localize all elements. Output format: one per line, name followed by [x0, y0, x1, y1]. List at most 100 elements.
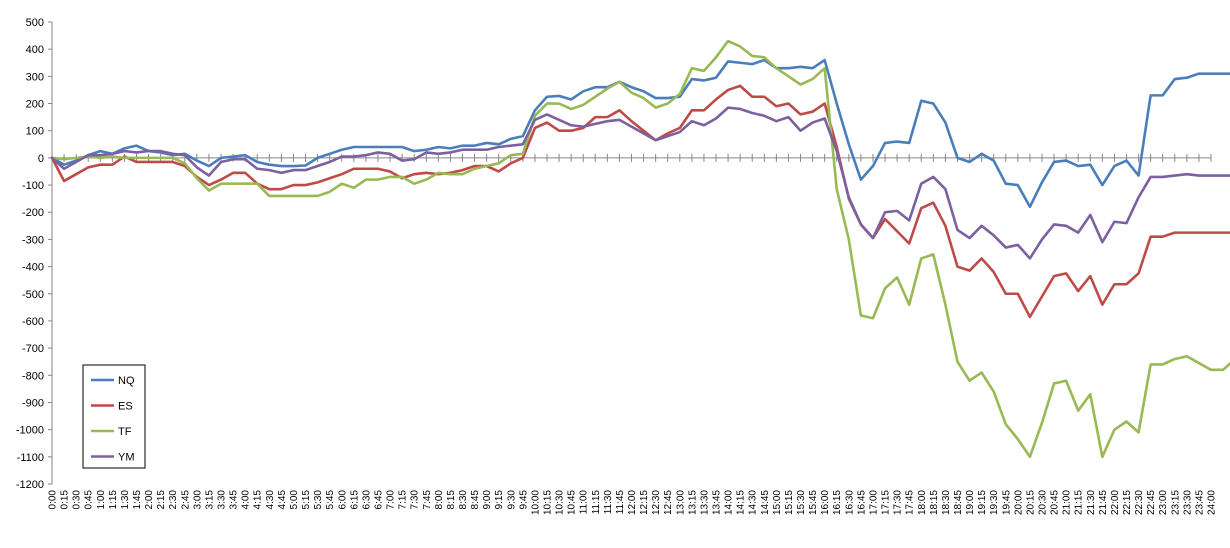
y-tick-label: -900 — [22, 397, 44, 409]
x-tick-label: 14:45 — [760, 490, 771, 515]
legend-label-es: ES — [118, 401, 133, 413]
x-tick-label: 19:45 — [1001, 490, 1012, 515]
x-tick-label: 19:30 — [989, 490, 1000, 515]
x-tick-label: 18:45 — [953, 490, 964, 515]
x-tick-label: 14:00 — [724, 490, 735, 515]
x-tick-label: 3:30 — [217, 490, 228, 510]
y-tick-label: 200 — [26, 99, 44, 111]
x-tick-label: 3:45 — [229, 490, 240, 510]
x-tick-label: 19:00 — [965, 490, 976, 515]
y-tick-label: 100 — [26, 126, 44, 138]
x-tick-label: 13:30 — [699, 490, 710, 515]
x-tick-label: 12:30 — [651, 490, 662, 515]
x-tick-label: 21:45 — [1098, 490, 1109, 515]
x-tick-label: 1:15 — [108, 490, 119, 510]
x-tick-label: 4:00 — [241, 490, 252, 510]
x-tick-label: 22:00 — [1110, 490, 1121, 515]
x-tick-label: 11:00 — [579, 490, 590, 515]
x-tick-label: 16:30 — [844, 490, 855, 515]
x-tick-label: 8:00 — [434, 490, 445, 510]
series-line-ym — [50, 106, 1230, 260]
x-tick-label: 2:30 — [168, 490, 179, 510]
x-tick-label: 2:45 — [180, 490, 191, 510]
x-tick-label: 7:45 — [422, 490, 433, 510]
x-tick-label: 17:30 — [893, 490, 904, 515]
x-tick-label: 0:45 — [84, 490, 95, 510]
x-tick-label: 8:15 — [446, 490, 457, 510]
x-tick-label: 12:00 — [627, 490, 638, 515]
x-tick-label: 22:45 — [1146, 490, 1157, 515]
x-tick-label: 10:30 — [555, 490, 566, 515]
x-tick-label: 8:30 — [458, 490, 469, 510]
x-tick-label: 6:15 — [349, 490, 360, 510]
x-tick-label: 21:15 — [1074, 490, 1085, 515]
x-tick-label: 9:30 — [506, 490, 517, 510]
x-tick-label: 2:00 — [144, 490, 155, 510]
x-tick-label: 4:15 — [253, 490, 264, 510]
series-line-es — [50, 84, 1230, 319]
x-tick-label: 15:30 — [796, 490, 807, 515]
series-line-nq — [50, 58, 1230, 209]
x-tick-label: 23:00 — [1158, 490, 1169, 515]
legend-box — [82, 364, 146, 469]
x-tick-label: 15:00 — [772, 490, 783, 515]
x-tick-label: 13:45 — [712, 490, 723, 515]
x-tick-label: 1:30 — [120, 490, 131, 510]
x-tick-label: 12:15 — [639, 490, 650, 515]
y-tick-label: 500 — [26, 17, 44, 29]
x-tick-label: 5:30 — [313, 490, 324, 510]
x-tick-label: 3:00 — [192, 490, 203, 510]
x-tick-label: 23:30 — [1182, 490, 1193, 515]
x-tick-label: 2:15 — [156, 490, 167, 510]
x-tick-label: 10:00 — [530, 490, 541, 515]
x-tick-label: 1:00 — [96, 490, 107, 510]
x-tick-label: 7:15 — [398, 490, 409, 510]
y-tick-label: -700 — [22, 343, 44, 355]
y-tick-label: -1200 — [16, 479, 44, 491]
x-tick-label: 16:00 — [820, 490, 831, 515]
x-tick-label: 0:15 — [60, 490, 71, 510]
x-tick-label: 9:15 — [494, 490, 505, 510]
y-tick-label: -200 — [22, 207, 44, 219]
x-tick-label: 5:45 — [325, 490, 336, 510]
x-tick-label: 18:00 — [917, 490, 928, 515]
x-tick-label: 21:00 — [1062, 490, 1073, 515]
x-tick-label: 10:15 — [542, 490, 553, 515]
x-tick-label: 9:00 — [482, 490, 493, 510]
x-tick-label: 19:15 — [977, 490, 988, 515]
legend-label-tf: TF — [118, 426, 132, 438]
y-tick-label: -400 — [22, 262, 44, 274]
y-tick-label: -800 — [22, 370, 44, 382]
y-tick-label: -600 — [22, 316, 44, 328]
series-lines — [50, 39, 1230, 459]
legend-label-nq: NQ — [118, 375, 135, 387]
x-tick-label: 10:45 — [567, 490, 578, 515]
x-tick-label: 23:15 — [1170, 490, 1181, 515]
x-tick-label: 24:00 — [1207, 490, 1218, 515]
legend-label-ym: YM — [118, 452, 135, 464]
x-tick-label: 0:30 — [72, 490, 83, 510]
x-tick-label: 17:15 — [881, 490, 892, 515]
x-tick-label: 13:00 — [675, 490, 686, 515]
x-tick-label: 18:30 — [941, 490, 952, 515]
x-tick-label: 21:30 — [1086, 490, 1097, 515]
x-tick-label: 0:00 — [48, 490, 59, 510]
y-axis: 500 400 300 200 100 0 -100 -200 -300 -400 -500 -600… — [16, 17, 53, 491]
y-tick-label: -500 — [22, 289, 44, 301]
y-tick-label: -1100 — [17, 452, 44, 464]
x-tick-label: 8:45 — [470, 490, 481, 510]
x-tick-label: 16:45 — [856, 490, 867, 515]
x-tick-label: 7:30 — [410, 490, 421, 510]
x-tick-label: 3:15 — [204, 490, 215, 510]
x-tick-label: 20:30 — [1037, 490, 1048, 515]
y-tick-label: 300 — [26, 71, 44, 83]
x-tick-label: 4:45 — [277, 490, 288, 510]
y-tick-label: 0 — [38, 153, 44, 165]
x-tick-label: 15:15 — [784, 490, 795, 515]
x-tick-label: 6:00 — [337, 490, 348, 510]
x-tick-label: 9:45 — [518, 490, 529, 510]
x-tick-label: 6:30 — [361, 490, 372, 510]
x-tick-label: 5:15 — [301, 490, 312, 510]
x-tick-label: 13:15 — [687, 490, 698, 515]
